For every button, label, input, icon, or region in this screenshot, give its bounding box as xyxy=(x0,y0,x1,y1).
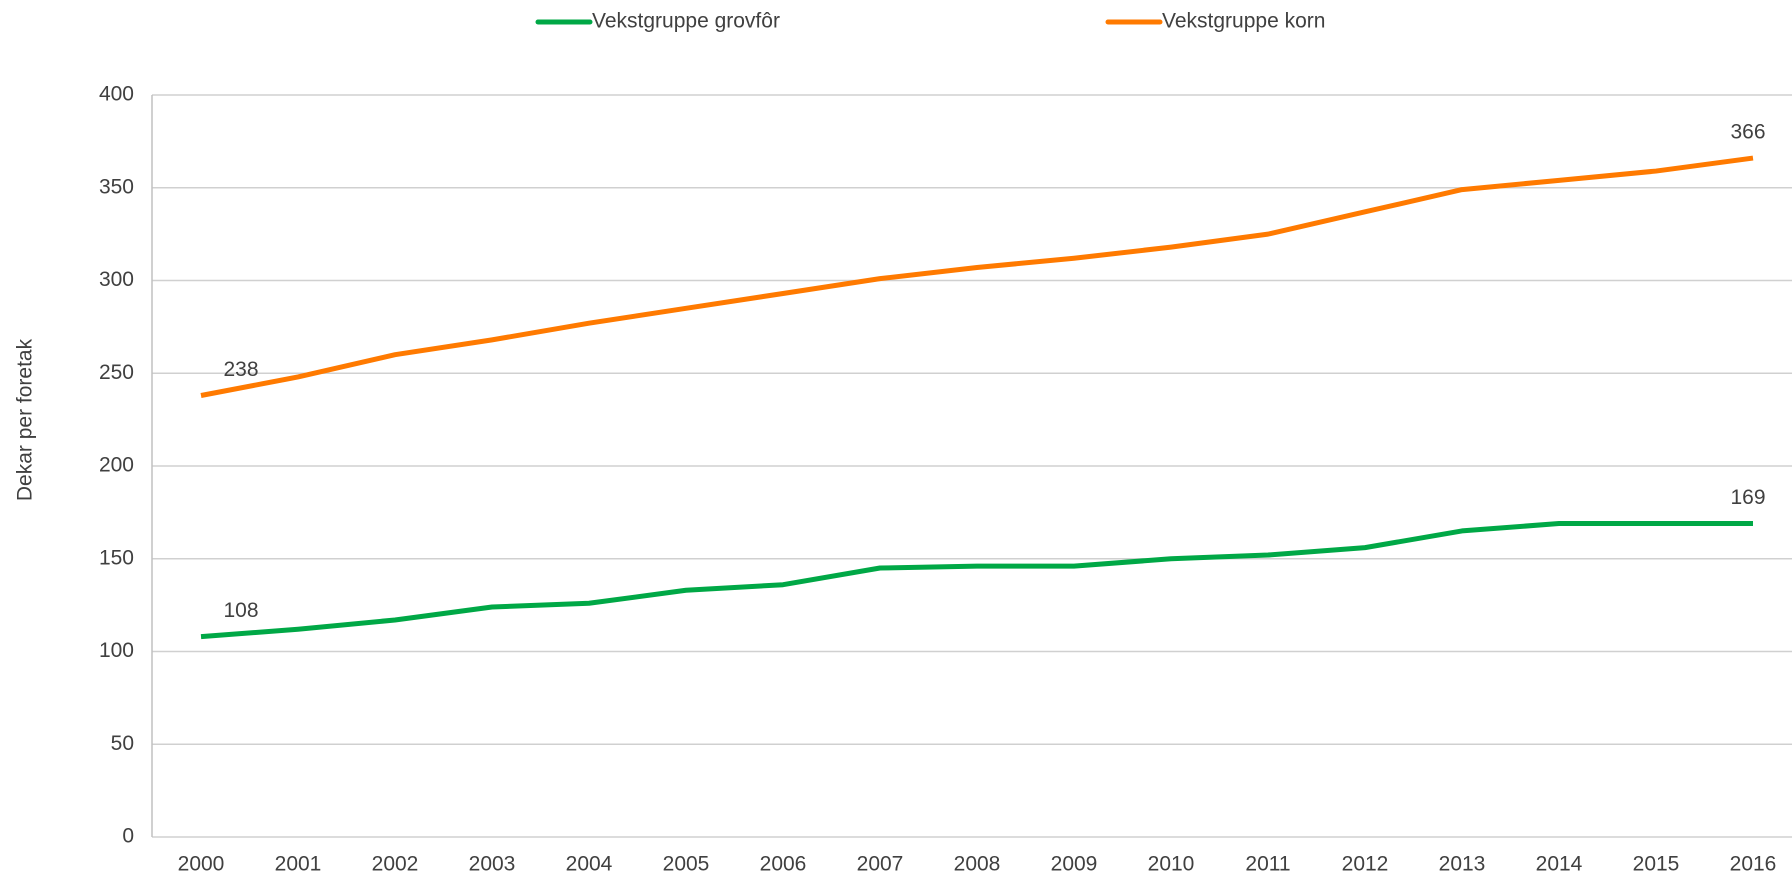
legend-label: Vekstgruppe korn xyxy=(1162,10,1325,33)
x-tick-label: 2012 xyxy=(1342,853,1389,876)
x-tick-label: 2005 xyxy=(663,853,710,876)
x-tick-label: 2003 xyxy=(469,853,516,876)
data-label: 238 xyxy=(223,358,258,381)
y-tick-label: 0 xyxy=(122,825,134,848)
x-tick-label: 2011 xyxy=(1245,853,1290,876)
y-tick-label: 150 xyxy=(99,546,134,569)
line xyxy=(200,155,1754,398)
legend-label: Vekstgruppe grovfôr xyxy=(592,10,780,33)
data-label: 366 xyxy=(1730,121,1765,144)
x-tick-label: 2004 xyxy=(566,853,613,876)
x-tick-label: 2015 xyxy=(1633,853,1680,876)
y-tick-label: 50 xyxy=(111,732,134,755)
x-tick-label: 2016 xyxy=(1730,853,1777,876)
y-tick-label: 200 xyxy=(99,454,134,477)
y-tick-label: 350 xyxy=(99,175,134,198)
x-tick-label: 2007 xyxy=(857,853,904,876)
data-label: 108 xyxy=(223,599,258,622)
x-tick-label: 2008 xyxy=(954,853,1001,876)
x-tick-label: 2006 xyxy=(760,853,807,876)
y-tick-label: 300 xyxy=(99,268,134,291)
y-tick-label: 100 xyxy=(99,639,134,662)
x-tick-label: 2013 xyxy=(1439,853,1486,876)
x-tick-label: 2009 xyxy=(1051,853,1098,876)
x-tick-label: 2001 xyxy=(275,853,322,876)
x-tick-label: 2014 xyxy=(1536,853,1583,876)
line xyxy=(200,521,1753,640)
y-tick-label: 250 xyxy=(99,361,134,384)
x-tick-label: 2000 xyxy=(178,853,225,876)
x-tick-label: 2002 xyxy=(372,853,419,876)
y-tick-label: 400 xyxy=(99,83,134,106)
y-axis-label: Dekar per foretak xyxy=(14,338,37,501)
data-label: 169 xyxy=(1730,486,1765,509)
x-tick-label: 2010 xyxy=(1148,853,1195,876)
